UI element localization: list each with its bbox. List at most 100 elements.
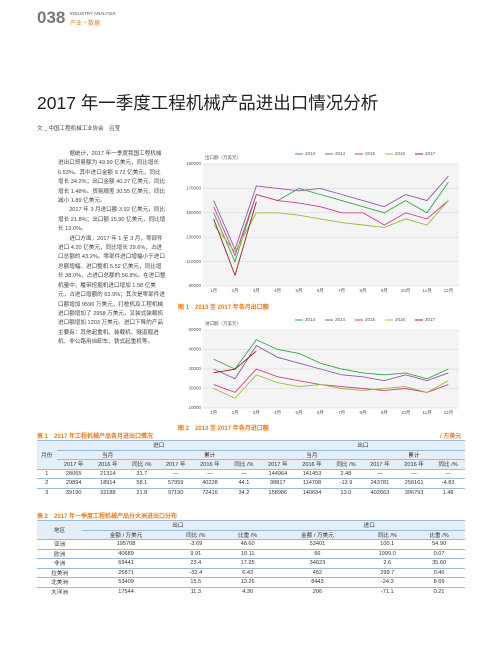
cell: 2.48 — [329, 468, 363, 479]
x-tick-label: 12月 — [444, 410, 454, 416]
cell: 243781 — [362, 478, 397, 488]
header-cell: 2016 年 — [90, 459, 125, 469]
row: 亚洲 195708 -3.69 48.60 53401 100.1 54.90 — [37, 539, 465, 549]
cell: 158986 — [260, 487, 295, 497]
header-cell: 当月 — [56, 449, 159, 460]
cell: -3.69 — [169, 539, 222, 549]
header-cell: 2017 年 — [260, 459, 295, 469]
cell: 9.91 — [169, 548, 222, 559]
x-tick-label: 12月 — [444, 288, 454, 294]
x-tick-label: 10月 — [401, 288, 411, 294]
cell: -32.4 — [169, 567, 222, 578]
header-cell: 2017 年 — [56, 459, 91, 469]
cell: 54.90 — [413, 539, 465, 549]
cell: 44.1 — [227, 478, 261, 488]
y-tick-label: 130000 — [186, 234, 202, 239]
legend-label: 2016 — [395, 317, 406, 322]
header-cell: 2017 年 — [158, 459, 193, 469]
header-cell: 2016 年 — [294, 459, 330, 469]
cell: 40228 — [192, 478, 228, 488]
cell: 31.7 — [124, 468, 159, 479]
cell: -13.9 — [329, 478, 363, 488]
cell: 13.26 — [221, 577, 274, 587]
body-text: 据统计，2017 年一季度我国工程机械进出口贸易额为 49.99 亿美元，同比增… — [58, 150, 166, 348]
table-title: 表 2 2017 年一季度工程机械产品分大洲进出口分布 — [37, 514, 178, 520]
cell: 34.2 — [227, 487, 261, 497]
caption: 图 2 2013 至 2017 年各月进口额 — [178, 426, 269, 432]
row: 1 28065 21314 31.7— — —144964 141453 2.48— — — — [37, 468, 465, 479]
cell: 2 — [37, 478, 57, 488]
header-cell: 同比 /% — [169, 529, 222, 540]
table-wrap: 月份 进口 出口 当月 累计 当月 累计 2017 年 2016 年同比 /% 20… — [37, 440, 465, 497]
row: 2 29894 18914 58.1 57959 40228 44.1 98817 114708… — [37, 478, 465, 488]
legend-label: 2015 — [365, 151, 376, 156]
x-tick-label: 5月 — [295, 410, 302, 416]
header-cell: 金额 / 万美元 — [82, 529, 170, 540]
series-line — [213, 201, 257, 277]
cell: 23.4 — [169, 558, 222, 568]
y-tick-label: 30000 — [188, 366, 201, 371]
legend-label: 2017 — [425, 317, 436, 322]
x-tick-label: 4月 — [274, 288, 281, 294]
header-cell: 进口 — [56, 440, 261, 450]
cell: 195708 — [82, 539, 170, 549]
header-cell: 同比 /% — [227, 459, 261, 469]
series-line — [213, 193, 449, 257]
y-axis-label: 进口额（万美元） — [205, 320, 241, 327]
y-tick-label: 190000 — [186, 161, 202, 166]
y-tick-label: 10000 — [188, 405, 201, 410]
cell: 29894 — [56, 478, 91, 488]
cell: 21.8 — [124, 487, 159, 497]
cell: 北美洲 — [37, 577, 83, 587]
y-tick-label: 20000 — [188, 386, 201, 391]
y-tick-label: 90000 — [188, 283, 201, 288]
cell: 53409 — [82, 577, 170, 587]
header-cell: 同比 /% — [431, 459, 465, 469]
legend-label: 2016 — [395, 151, 406, 156]
cell: 114708 — [294, 478, 330, 488]
header-cell: 同比 /% — [329, 459, 363, 469]
caption: 图 1 2013 至 2017 年各月出口额 — [178, 305, 269, 311]
cell: 17544 — [82, 586, 170, 596]
x-tick-label: 7月 — [338, 288, 345, 294]
row: 大洋洲 17544 11.3 4.36 206 -71.1 0.21 — [37, 586, 465, 596]
cell: 1.48 — [431, 487, 465, 497]
cell: 非洲 — [37, 558, 83, 568]
cell: 17.25 — [221, 558, 274, 568]
cell: 39190 — [56, 487, 91, 497]
series-line — [213, 339, 449, 380]
cell: -4.83 — [431, 478, 465, 488]
cell: 58.1 — [124, 478, 159, 488]
paragraph: 2017 年 3 月进口额 3.92 亿美元，同比增长 21.8%；出口额 15… — [58, 207, 166, 233]
y-tick-label: 40000 — [188, 347, 201, 352]
y-tick-label: 50000 — [188, 327, 201, 332]
header-cell: 2016 年 — [192, 459, 228, 469]
cell: 亚洲 — [37, 539, 83, 549]
header-cell: 进口 — [273, 520, 465, 530]
cell: 15.5 — [169, 577, 222, 587]
x-tick-label: 1月 — [210, 410, 217, 416]
header-cell: 同比 /% — [124, 459, 159, 469]
legend-label: 2015 — [365, 317, 376, 322]
paragraph: 进口方面，2017 年 1 至 3 月，零部件进口 4.20 亿美元，同比增长 … — [58, 235, 166, 346]
cell: — — [431, 468, 465, 479]
cell: 57959 — [158, 478, 193, 488]
page-number: 038 — [37, 8, 66, 27]
x-tick-label: 8月 — [359, 410, 366, 416]
cell: 13.0 — [329, 487, 363, 497]
cell: — — [158, 468, 193, 479]
cell: 40689 — [82, 548, 170, 559]
cell: 144964 — [260, 468, 295, 479]
section-en: INDUSTRY ANALYSIS — [70, 11, 116, 16]
y-tick-label: 170000 — [186, 186, 202, 191]
cell: 0.21 — [413, 586, 465, 596]
x-tick-label: 3月 — [253, 410, 260, 416]
cell: 1 — [37, 468, 57, 479]
cell: -71.1 — [361, 586, 414, 596]
table: 月份 进口 出口 当月 累计 当月 累计 2017 年 2016 年同比 /% 20… — [37, 440, 465, 497]
x-tick-label: 5月 — [295, 288, 302, 294]
x-tick-label: 9月 — [381, 288, 388, 294]
cell: 97190 — [158, 487, 193, 497]
cell: 66 — [273, 548, 362, 559]
